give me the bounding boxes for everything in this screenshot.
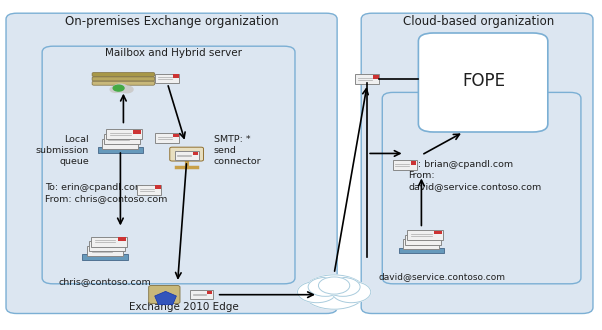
FancyBboxPatch shape <box>89 241 125 251</box>
Circle shape <box>110 86 121 92</box>
FancyBboxPatch shape <box>116 242 124 246</box>
FancyBboxPatch shape <box>98 147 143 153</box>
FancyBboxPatch shape <box>173 74 179 78</box>
Polygon shape <box>155 291 176 305</box>
FancyBboxPatch shape <box>92 81 155 85</box>
Text: Exchange 2010 Edge: Exchange 2010 Edge <box>129 302 238 312</box>
Circle shape <box>113 85 124 91</box>
FancyBboxPatch shape <box>434 231 442 234</box>
FancyBboxPatch shape <box>411 161 416 165</box>
Circle shape <box>332 281 371 303</box>
FancyBboxPatch shape <box>6 13 337 313</box>
FancyBboxPatch shape <box>118 237 126 241</box>
FancyBboxPatch shape <box>82 254 128 260</box>
Text: On-premises Exchange organization: On-premises Exchange organization <box>64 15 279 28</box>
FancyBboxPatch shape <box>403 239 439 249</box>
Text: Cloud-based organization: Cloud-based organization <box>403 15 554 28</box>
FancyBboxPatch shape <box>399 248 444 253</box>
FancyBboxPatch shape <box>91 237 127 247</box>
FancyBboxPatch shape <box>87 246 123 256</box>
FancyBboxPatch shape <box>155 185 161 189</box>
FancyBboxPatch shape <box>405 235 441 245</box>
FancyBboxPatch shape <box>104 134 140 144</box>
FancyBboxPatch shape <box>92 77 155 81</box>
FancyBboxPatch shape <box>193 152 198 155</box>
FancyBboxPatch shape <box>173 134 179 138</box>
FancyBboxPatch shape <box>155 133 179 143</box>
FancyBboxPatch shape <box>149 285 180 304</box>
Text: To: erin@cpandl.com
From: chris@contoso.com: To: erin@cpandl.com From: chris@contoso.… <box>45 183 167 203</box>
FancyBboxPatch shape <box>114 247 122 250</box>
Circle shape <box>308 278 343 296</box>
FancyBboxPatch shape <box>407 230 443 240</box>
FancyBboxPatch shape <box>361 13 593 313</box>
Circle shape <box>326 278 360 296</box>
FancyBboxPatch shape <box>418 33 548 132</box>
FancyBboxPatch shape <box>131 135 139 139</box>
Circle shape <box>113 84 128 92</box>
Text: Internet: Internet <box>320 280 361 290</box>
Text: Mailbox and Hybrid server: Mailbox and Hybrid server <box>105 48 243 58</box>
FancyBboxPatch shape <box>102 139 138 148</box>
Circle shape <box>121 86 133 93</box>
Circle shape <box>318 277 350 294</box>
FancyBboxPatch shape <box>430 240 438 244</box>
FancyBboxPatch shape <box>373 75 379 79</box>
Text: david@service.contoso.com: david@service.contoso.com <box>379 272 506 281</box>
Circle shape <box>303 275 365 309</box>
Text: SMTP: *
send
connector: SMTP: * send connector <box>214 135 261 166</box>
FancyBboxPatch shape <box>190 290 213 299</box>
FancyBboxPatch shape <box>175 151 199 160</box>
FancyBboxPatch shape <box>133 130 141 134</box>
Circle shape <box>297 281 337 303</box>
Text: chris@contoso.com: chris@contoso.com <box>59 277 152 286</box>
FancyBboxPatch shape <box>106 129 142 139</box>
FancyBboxPatch shape <box>42 46 295 284</box>
FancyBboxPatch shape <box>382 92 581 284</box>
FancyBboxPatch shape <box>92 73 155 77</box>
Text: To: brian@cpandl.com
From:
david@service.contoso.com: To: brian@cpandl.com From: david@service… <box>408 160 541 191</box>
Text: Local
submission
queue: Local submission queue <box>36 135 89 166</box>
FancyBboxPatch shape <box>432 235 440 239</box>
FancyBboxPatch shape <box>393 160 417 170</box>
FancyBboxPatch shape <box>137 185 161 195</box>
FancyBboxPatch shape <box>355 74 379 84</box>
Text: FOPE: FOPE <box>462 72 505 90</box>
FancyBboxPatch shape <box>170 147 203 161</box>
FancyBboxPatch shape <box>207 291 213 294</box>
FancyBboxPatch shape <box>155 74 179 83</box>
FancyBboxPatch shape <box>129 139 137 143</box>
